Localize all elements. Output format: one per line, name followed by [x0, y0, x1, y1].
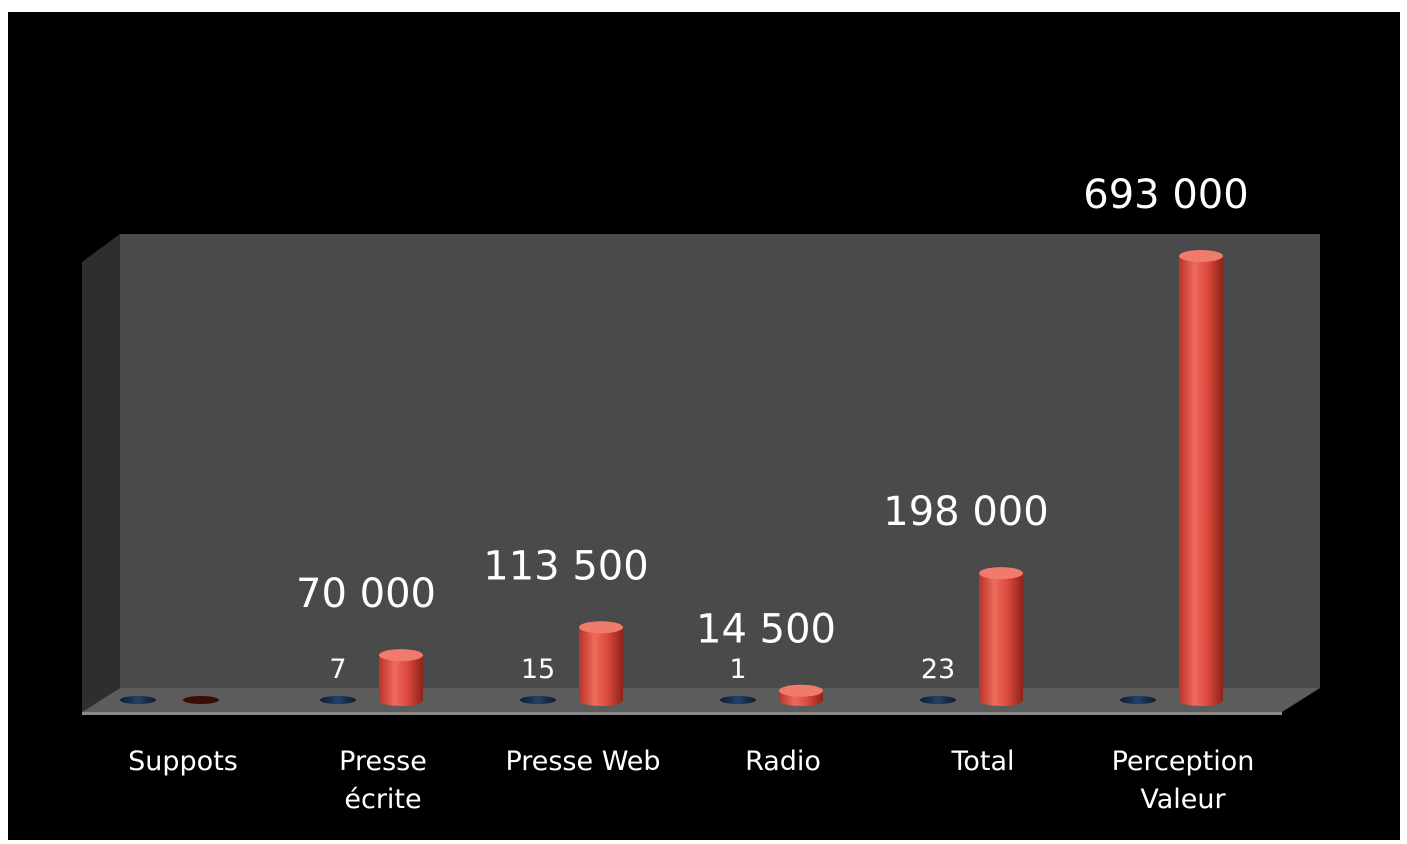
- value-label-perception-valeur: 693 000: [1083, 172, 1248, 218]
- value-label-presse-crite: 70 000: [296, 571, 436, 617]
- value-bar-total: [979, 573, 1023, 706]
- count-bar-perception-valeur: [1120, 696, 1156, 704]
- value-bar-top-presse-crite: [379, 649, 423, 662]
- chart-area: Suppots 70 000 7 Presse écrite 113 500 15 Press…: [8, 12, 1400, 840]
- category-label-total: Total: [950, 746, 1014, 777]
- value-bar-top-perception-valeur: [1179, 250, 1223, 262]
- count-label-presse-web: 15: [521, 654, 555, 685]
- value-label-total: 198 000: [883, 489, 1048, 535]
- category-label-radio: Radio: [745, 746, 821, 777]
- count-label-presse-crite: 7: [329, 654, 346, 685]
- value-bar-presse-web: [579, 627, 623, 706]
- category-label-presse-crite: Presse écrite: [339, 746, 427, 815]
- value-bar-presse-crite: [379, 655, 423, 706]
- category-label-presse-web: Presse Web: [505, 746, 660, 777]
- count-label-total: 23: [921, 654, 955, 685]
- value-bar-perception-valeur: [1179, 256, 1223, 706]
- count-bar-total: [920, 696, 956, 704]
- value-label-presse-web: 113 500: [483, 543, 648, 589]
- count-bar-presse-crite: [320, 696, 356, 704]
- category-label-perception-valeur: Perception Valeur: [1112, 746, 1255, 815]
- side-wall: [82, 234, 120, 712]
- category-label-suppots: Suppots: [128, 746, 238, 777]
- floor-edge: [82, 712, 1282, 715]
- count-label-radio: 1: [729, 654, 746, 685]
- bar-chart: Suppots 70 000 7 Presse écrite 113 500 15 Press…: [82, 172, 1320, 815]
- count-bar-radio: [720, 696, 756, 704]
- count-bar-presse-web: [520, 696, 556, 704]
- value-bar-top-total: [979, 567, 1023, 580]
- value-bar-top-presse-web: [579, 621, 623, 634]
- value-bar-suppots: [183, 696, 219, 704]
- count-bar-suppots: [120, 696, 156, 704]
- value-bar-top-radio: [779, 684, 823, 697]
- value-label-radio: 14 500: [696, 607, 836, 653]
